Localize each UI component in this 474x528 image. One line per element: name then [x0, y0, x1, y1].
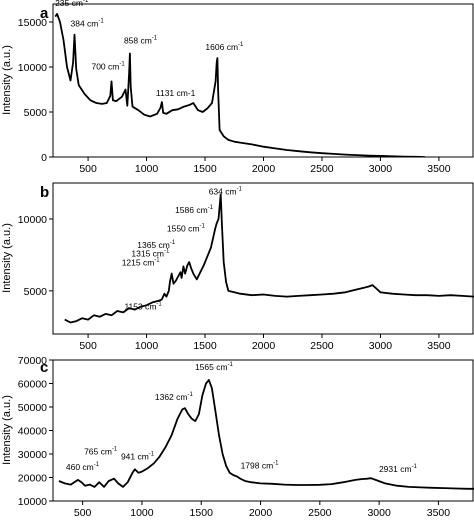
- x-tick-label: 2500: [308, 507, 332, 519]
- y-tick-label: 20000: [18, 473, 47, 485]
- peak-annotation: 1362 cm-1: [155, 392, 194, 402]
- y-axis-label: Intensity (a.u.): [1, 395, 13, 465]
- x-tick-label: 2000: [252, 340, 276, 352]
- panel-label: a: [40, 5, 49, 22]
- peak-annotation: 1586 cm-1: [175, 205, 214, 215]
- y-tick-label: 10000: [18, 62, 47, 74]
- peak-annotation: 1215 cm-1: [122, 258, 161, 268]
- peak-annotation: 1365 cm-1: [137, 240, 176, 250]
- peak-annotation: 384 cm-1: [71, 19, 105, 29]
- y-tick-label: 40000: [18, 426, 47, 438]
- peak-annotation: 1606 cm-1: [205, 42, 244, 52]
- x-tick-label: 3500: [427, 507, 451, 519]
- peak-annotation: 2931 cm-1: [379, 464, 418, 474]
- peak-annotation: 1131 cm-1: [156, 88, 196, 98]
- x-tick-label: 500: [79, 163, 97, 175]
- spectrum-line: [58, 379, 474, 490]
- x-tick-label: 500: [74, 507, 92, 519]
- chart-panel-a: 500 1000 1500 2000 2500 3000 3500 0 5000 10000 150…: [1, 0, 474, 175]
- y-tick-label: 5000: [24, 286, 48, 298]
- x-tick-label: 3500: [427, 163, 451, 175]
- x-tick-label: 1000: [135, 163, 159, 175]
- peak-annotation: 634 cm-1: [209, 187, 243, 197]
- panel-label: c: [40, 359, 48, 376]
- peak-annotation: 1565 cm-1: [195, 362, 234, 372]
- x-tick-label: 3000: [369, 163, 393, 175]
- y-tick-label: 50000: [18, 402, 47, 414]
- chart-panel-b: 500 1000 1500 2000 2500 3000 3500 5000 10000 Inte…: [1, 182, 474, 352]
- peak-annotation: 235 cm-1: [55, 0, 89, 8]
- x-tick-label: 3500: [427, 340, 451, 352]
- y-tick-label: 60000: [18, 379, 47, 391]
- y-tick-label: 10000: [18, 496, 47, 508]
- plot-frame: [52, 3, 474, 158]
- x-tick-label: 2000: [252, 163, 276, 175]
- y-tick-label: 30000: [18, 449, 47, 461]
- x-tick-label: 1000: [130, 507, 154, 519]
- y-tick-label: 70000: [18, 355, 47, 367]
- x-tick-label: 3000: [369, 340, 393, 352]
- y-axis-label: Intensity (a.u.): [1, 223, 13, 293]
- y-tick-label: 15000: [18, 17, 47, 29]
- peak-annotation: 1550 cm-1: [167, 224, 206, 234]
- x-tick-label: 1500: [193, 340, 217, 352]
- x-tick-label: 1000: [135, 340, 159, 352]
- x-tick-label: 2500: [310, 163, 334, 175]
- x-tick-label: 2000: [249, 507, 273, 519]
- peak-annotation: 941 cm-1: [121, 451, 155, 461]
- peak-annotation: 1153 cm-1: [124, 302, 162, 312]
- x-tick-label: 1500: [193, 163, 217, 175]
- y-tick-label: 0: [41, 152, 47, 164]
- y-tick-label: 5000: [24, 107, 48, 119]
- y-tick-label: 10000: [18, 214, 47, 226]
- peak-annotation: 700 cm-1: [91, 61, 125, 71]
- x-tick-label: 2500: [310, 340, 334, 352]
- y-axis-label: Intensity (a.u.): [1, 45, 13, 115]
- x-tick-label: 1500: [190, 507, 214, 519]
- peak-annotation: 460 cm-1: [66, 462, 100, 472]
- peak-annotation: 1315 cm-1: [131, 248, 170, 258]
- x-tick-label: 3000: [367, 507, 391, 519]
- panel-label: b: [40, 184, 49, 201]
- peak-annotation: 1798 cm-1: [241, 460, 280, 470]
- peak-annotation: 765 cm-1: [84, 447, 118, 457]
- spectrum-line: [64, 193, 474, 324]
- x-tick-label: 500: [79, 340, 97, 352]
- peak-annotation: 858 cm-1: [124, 36, 158, 46]
- chart-panel-c: 500 1000 1500 2000 2500 3000 3500 10000 20000 300…: [1, 355, 474, 519]
- spectrum-line: [54, 13, 425, 157]
